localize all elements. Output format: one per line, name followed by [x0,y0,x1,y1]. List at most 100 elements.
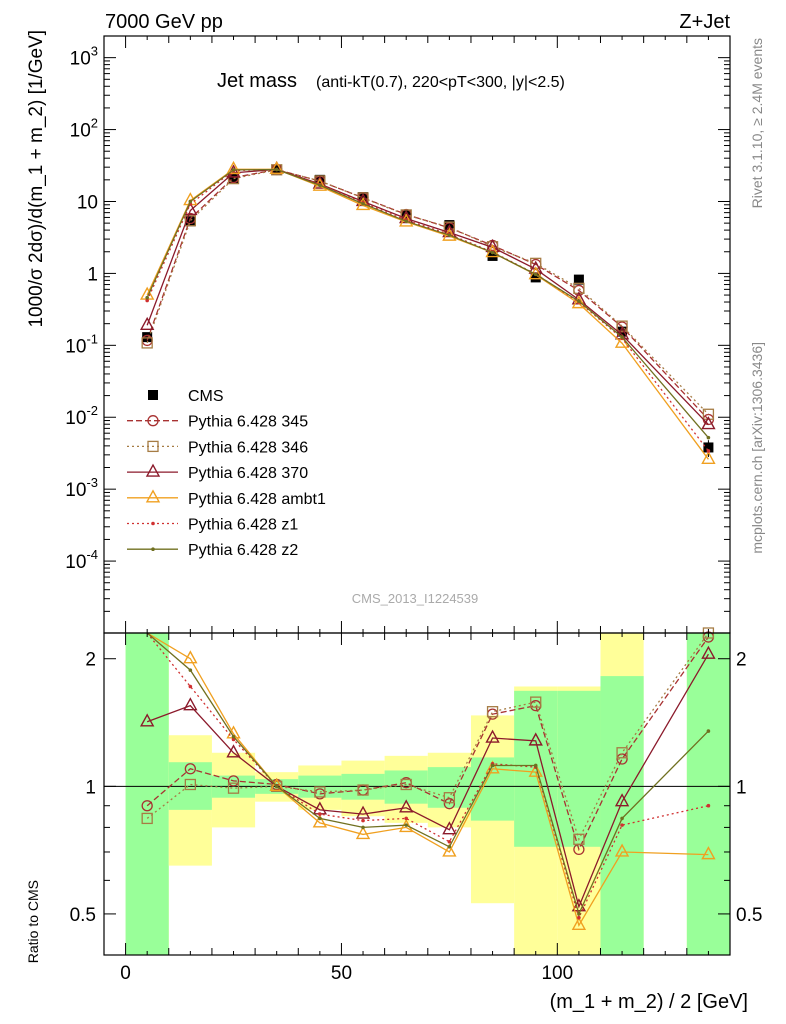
ratio-marker [399,799,414,813]
main-marker [269,160,284,175]
main-series-line [146,169,709,415]
ratio-marker [227,782,240,794]
xtick-label: 50 [331,963,352,984]
main-marker [184,215,196,227]
main-marker [616,320,628,332]
ratio-marker [616,747,628,759]
ratio-marker [404,823,409,827]
ratio-marker [486,706,499,718]
main-marker [447,233,452,237]
ratio-marker [706,803,711,808]
legend-label: Pythia 6.428 345 [188,414,308,431]
main-marker [274,167,279,172]
ratio-marker [533,763,538,768]
ratio-marker [183,650,198,664]
ratio-ytick-label: 2 [85,650,96,671]
main-marker [318,183,322,188]
main-marker [145,295,149,300]
ratio-ytick-label: 0.5 [70,905,96,926]
ratio-marker [183,697,198,711]
header-right-label: Z+Jet [679,11,730,33]
data-point [530,272,541,283]
ratio-marker [571,916,587,931]
ratio-marker [573,833,585,845]
ratio-marker [184,763,196,775]
ratio-marker [361,818,365,823]
main-marker [404,219,409,224]
ratio-ytick-label-right: 1 [736,777,747,798]
ratio-marker [620,823,624,827]
ratio-marker [312,814,328,828]
ratio-marker [271,780,283,792]
ratio-marker [701,846,716,860]
ratio-marker [443,792,456,804]
ratio-marker [485,729,500,743]
ratio-marker [231,734,236,739]
ratio-marker [227,775,240,787]
legend-marker [145,489,161,503]
main-series-line [146,168,709,420]
ratio-marker [530,696,542,708]
ratio-marker [318,812,322,816]
legend: CMS Pythia 6.428 345 Pythia 6.428 346 Pythi… [127,388,326,559]
uncertainty-band-inner [125,633,169,955]
main-marker [139,316,155,330]
ratio-marker [614,793,630,807]
main-marker [312,175,328,189]
legend-marker [147,440,159,453]
main-title: Jet mass [217,70,297,92]
uncertainty-band-inner [600,676,644,955]
ratio-marker [620,816,624,821]
ratio-marker [443,798,456,810]
main-ylabel: 1000/σ 2dσ)/d(m_1 + m_2) [1/GeV] [26,30,47,328]
main-ytick-label: 10-1 [65,331,98,357]
ratio-marker [706,729,711,733]
ratio-marker [614,843,630,857]
main-marker [577,299,581,304]
main-ytick-label: 103 [70,44,98,70]
ratio-frame [103,632,731,956]
legend-label: Pythia 6.428 346 [188,439,308,456]
ratio-marker [274,784,279,789]
main-series-line [146,168,709,439]
ratio-series-line [146,653,709,909]
main-marker [620,335,624,339]
ratio-marker [141,800,153,812]
ratio-ytick-label-right: 2 [736,650,747,671]
header-left-label: 7000 GeV pp [105,11,223,33]
legend-label: Pythia 6.428 ambt1 [188,491,326,508]
main-marker [706,435,711,440]
main-series [139,160,716,465]
main-subtitle: (anti-kT(0.7), 220<pT<300, |y|<2.5) [316,74,565,91]
main-marker [355,197,371,211]
ratio-ylabel: Ratio to CMS [25,880,41,963]
ratio-marker [355,805,371,819]
main-marker [141,337,153,349]
uncertainty-band-inner [427,767,471,808]
ratio-marker [404,816,409,821]
main-marker [701,416,716,430]
main-marker [571,295,587,309]
legend-label: Pythia 6.428 z1 [188,517,298,534]
main-ytick-label: 10 [77,192,98,213]
ratio-marker [269,777,284,792]
ratio-marker [528,763,543,777]
ratio-marker [701,645,716,659]
axes: 10-4 10-3 10-2 10-1 1 10 102 103 0 50 100 0.5 0.5 1 1 2… [65,35,762,984]
main-ytick-label: 10-2 [65,403,98,429]
main-marker [231,168,236,172]
main-marker [145,298,149,303]
xtick-label: 100 [541,963,573,984]
main-marker [701,450,716,465]
ratio-marker [184,778,196,791]
main-series-line [146,168,709,452]
ratio-series-line [146,636,709,852]
ratio-marker [447,844,452,849]
ratio-marker [139,713,155,727]
ratio-marker [188,684,193,689]
main-marker [188,199,193,204]
ratio-marker [226,744,241,758]
ratio-marker [485,760,500,774]
main-ytick-label: 102 [70,116,98,142]
